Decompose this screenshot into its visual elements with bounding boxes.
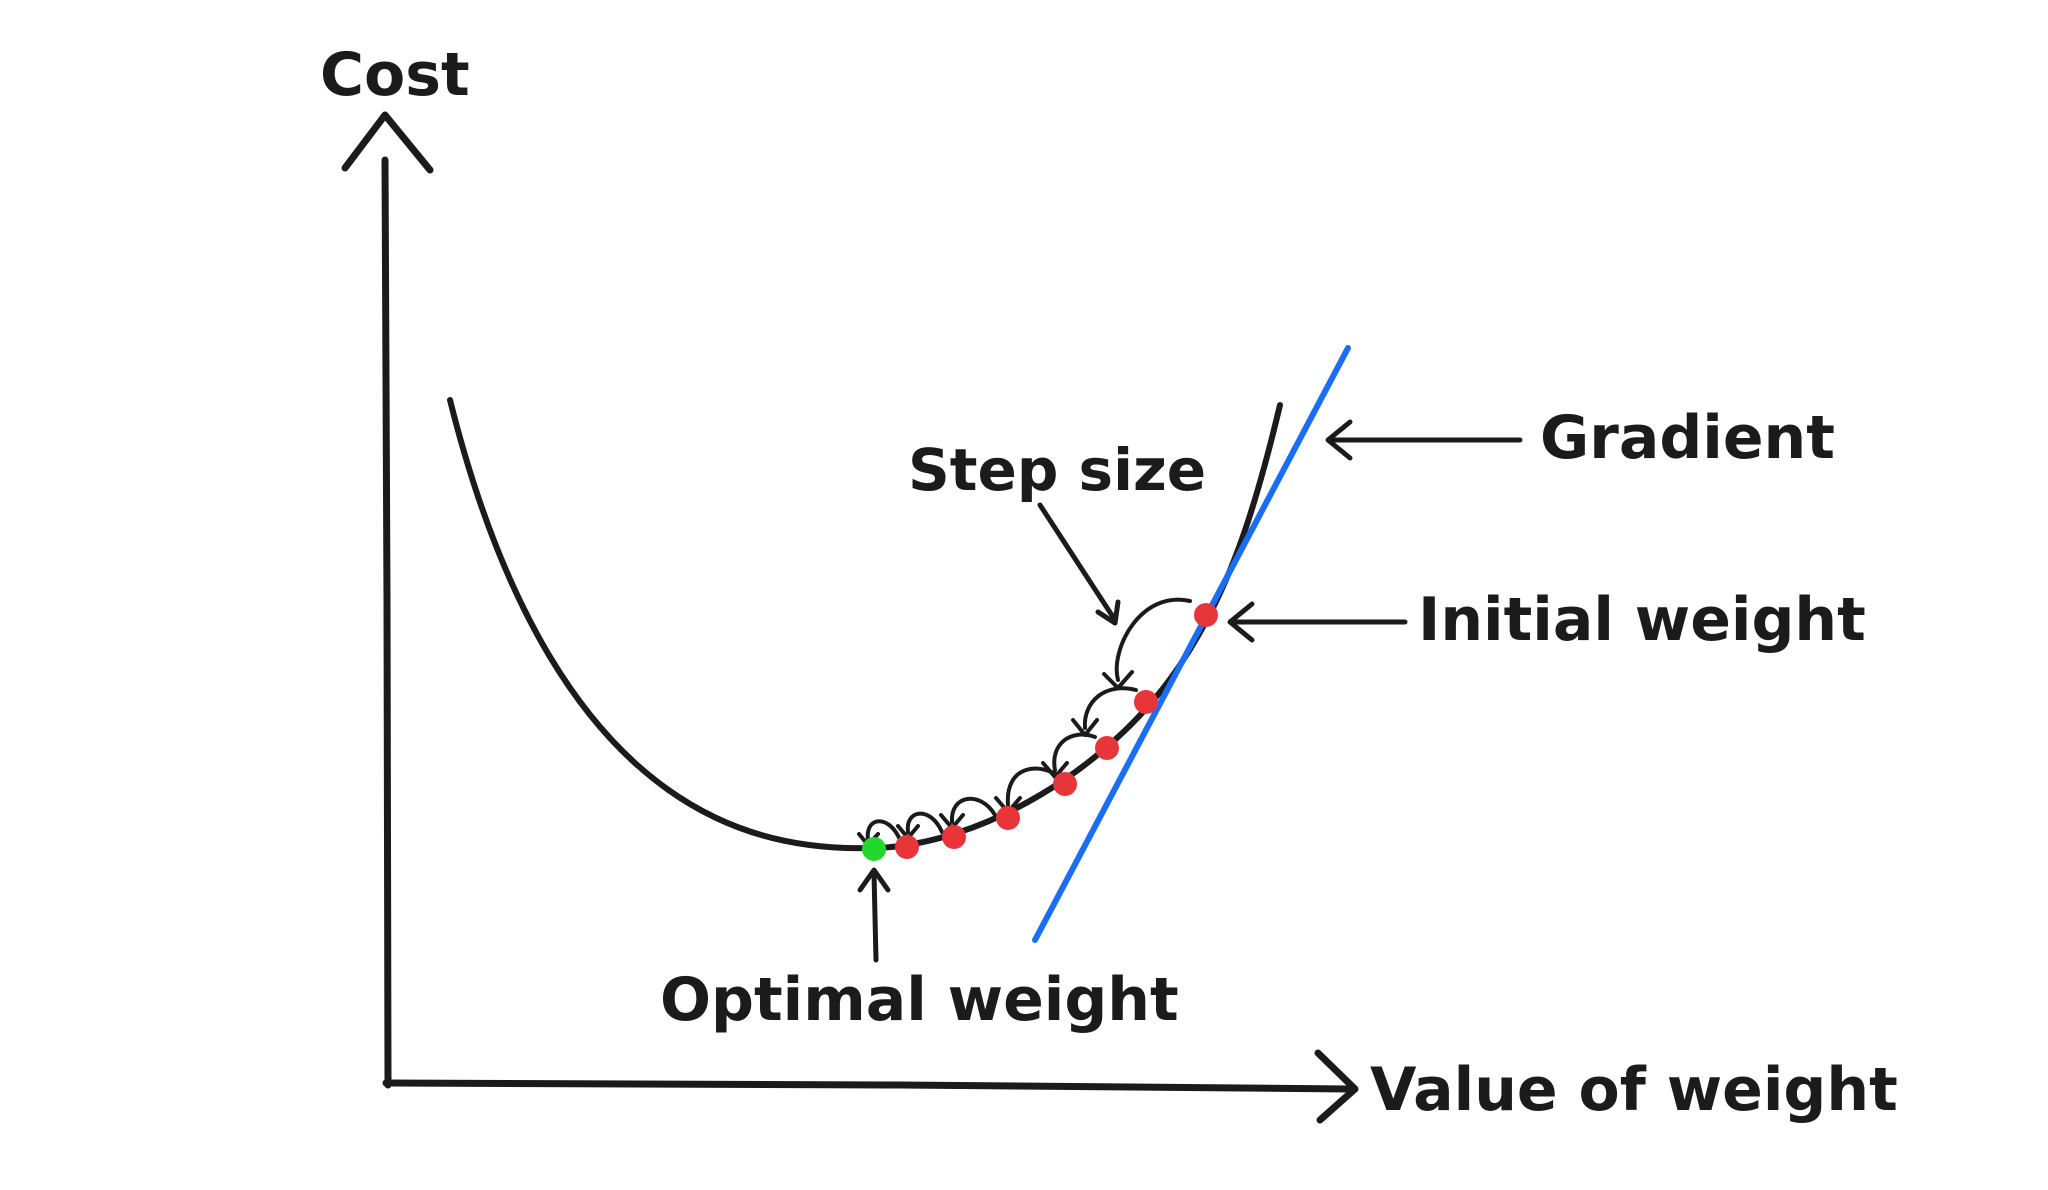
y-axis-arrowhead	[341, 111, 434, 174]
step-size-label: Step size	[908, 436, 1206, 504]
step-size-pointer-line	[1037, 502, 1118, 623]
optimal-weight-pointer-arrowhead	[857, 867, 891, 893]
step-point	[1134, 690, 1158, 714]
step-point	[1095, 736, 1119, 760]
x-axis	[382, 1049, 1359, 1124]
x-axis-arrowhead	[1314, 1049, 1359, 1124]
step-arc	[1082, 686, 1138, 730]
step-point	[895, 835, 919, 859]
step-point	[996, 806, 1020, 830]
step-arc-arrowhead	[1041, 761, 1069, 779]
x-axis-line	[382, 1079, 1354, 1093]
y-axis-line	[381, 156, 392, 1089]
initial-weight-label: Initial weight	[1418, 585, 1866, 655]
gradient-label: Gradient	[1540, 403, 1835, 473]
step-size-pointer-arrowhead	[1095, 599, 1121, 626]
y-axis-label: Cost	[320, 40, 470, 110]
gradient-tangent-line	[1032, 345, 1351, 943]
step-arcs	[857, 597, 1192, 847]
step-arc	[1005, 766, 1067, 807]
step-arc	[905, 811, 944, 834]
x-axis-label: Value of weight	[1370, 1055, 1898, 1125]
optimal-weight-point	[862, 837, 886, 861]
step-point	[942, 825, 966, 849]
step-arc	[865, 819, 902, 842]
optimal-weight-pointer-line	[871, 870, 879, 963]
optimal-weight-label: Optimal weight	[660, 965, 1179, 1035]
step-arc	[949, 796, 997, 824]
initial-weight-pointer-arrowhead	[1227, 601, 1255, 643]
step-point	[1053, 772, 1077, 796]
initial-weight-point	[1194, 603, 1218, 627]
step-arc	[1114, 597, 1192, 682]
descent-points	[862, 603, 1218, 861]
gradient-pointer-arrowhead	[1325, 419, 1353, 461]
y-axis	[341, 111, 434, 1089]
step-arc	[1052, 732, 1097, 772]
